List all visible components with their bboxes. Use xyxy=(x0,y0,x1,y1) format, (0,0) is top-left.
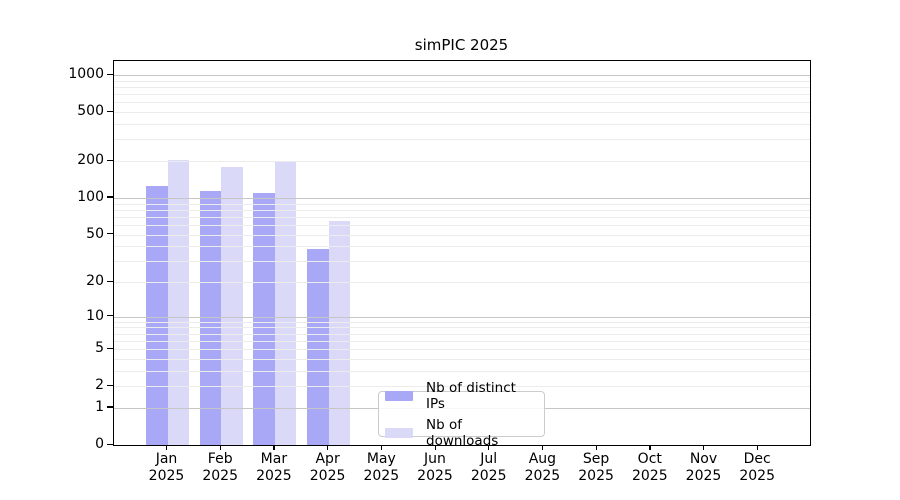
bar-downloads xyxy=(328,220,351,445)
y-tick-label: 5 xyxy=(95,340,104,357)
x-tick-label: May 2025 xyxy=(363,451,400,484)
y-tick-label: 200 xyxy=(77,152,104,168)
y-tick-mark xyxy=(107,406,113,408)
legend-entry-downloads: Nb of downloads xyxy=(385,417,538,449)
x-tick-mark xyxy=(595,445,597,450)
gridline-major xyxy=(114,75,810,76)
y-tick-label: 10 xyxy=(86,307,104,324)
bar-downloads xyxy=(221,166,243,445)
x-tick-mark xyxy=(434,445,436,450)
gridline-minor xyxy=(114,282,810,283)
gridline-minor xyxy=(114,112,810,114)
y-tick-label: 500 xyxy=(77,103,104,120)
gridline-minor xyxy=(114,102,810,104)
y-tick-mark xyxy=(107,159,113,161)
gridline-minor xyxy=(114,209,810,211)
gridline-minor xyxy=(114,87,810,88)
gridline-minor xyxy=(114,80,810,82)
bar-downloads xyxy=(167,159,189,445)
x-tick-mark xyxy=(166,445,168,450)
x-tick-label: Jan 2025 xyxy=(148,451,185,484)
gridline-minor xyxy=(114,321,810,323)
x-tick-label: Apr 2025 xyxy=(309,451,346,484)
y-tick-mark xyxy=(107,196,113,198)
y-tick-mark xyxy=(107,347,113,349)
x-tick-label: Jul 2025 xyxy=(470,451,507,484)
x-tick-label: Mar 2025 xyxy=(256,451,292,484)
x-tick-label: Nov 2025 xyxy=(685,451,722,484)
gridline-major xyxy=(114,197,810,199)
x-tick-label: Feb 2025 xyxy=(202,451,239,484)
x-tick-label: Dec 2025 xyxy=(739,451,776,484)
gridline-minor xyxy=(114,386,810,388)
gridline-minor xyxy=(114,246,810,248)
x-tick-mark xyxy=(273,445,275,450)
gridline-major xyxy=(114,316,810,318)
bar-distinct-ips xyxy=(307,248,329,445)
y-tick-label: 50 xyxy=(86,225,104,242)
bar-distinct-ips xyxy=(253,192,275,445)
bar-downloads xyxy=(274,161,297,445)
legend-swatch-distinct-ips xyxy=(385,390,413,401)
y-tick-label: 2 xyxy=(95,377,104,394)
y-tick-mark xyxy=(107,280,113,282)
legend-entry-distinct-ips: Nb of distinct IPs xyxy=(385,380,538,412)
y-tick-mark xyxy=(107,384,113,386)
gridline-minor xyxy=(114,340,810,342)
y-tick-label: 100 xyxy=(77,188,104,205)
x-tick-label: Oct 2025 xyxy=(631,451,668,484)
x-tick-mark xyxy=(756,445,758,450)
y-tick-mark xyxy=(107,315,113,317)
gridline-minor xyxy=(114,349,810,351)
gridline-minor xyxy=(114,216,810,218)
y-tick-label: 1 xyxy=(95,398,104,415)
gridline-minor xyxy=(114,234,810,236)
bar-distinct-ips xyxy=(146,186,168,445)
gridline-minor xyxy=(114,224,810,226)
y-tick-label: 0 xyxy=(95,436,104,452)
gridline-minor xyxy=(114,358,810,360)
gridline-minor xyxy=(114,261,810,263)
y-tick-mark xyxy=(107,110,113,112)
x-tick-mark xyxy=(380,445,383,450)
x-tick-mark xyxy=(219,445,221,450)
x-tick-label: Sep 2025 xyxy=(578,451,614,484)
y-tick-mark xyxy=(107,73,113,75)
x-tick-mark xyxy=(649,445,651,450)
bar-distinct-ips xyxy=(199,190,222,445)
gridline-minor xyxy=(114,333,810,335)
legend-label-downloads: Nb of downloads xyxy=(426,416,499,449)
x-tick-label: Jun 2025 xyxy=(417,451,453,484)
gridline-minor xyxy=(114,94,810,96)
gridline-minor xyxy=(114,124,810,125)
y-tick-label: 20 xyxy=(86,273,104,289)
gridline-minor xyxy=(114,327,810,329)
gridline-minor xyxy=(114,203,810,205)
x-tick-mark xyxy=(327,445,329,450)
legend: Nb of distinct IPs Nb of downloads xyxy=(378,380,545,449)
x-tick-mark xyxy=(541,445,544,450)
gridline-minor xyxy=(114,370,810,372)
legend-swatch-downloads xyxy=(385,427,413,438)
y-tick-label: 1000 xyxy=(68,66,104,82)
y-tick-mark xyxy=(107,233,113,235)
gridline-minor xyxy=(114,161,810,162)
x-tick-label: Aug 2025 xyxy=(524,451,561,484)
x-tick-mark xyxy=(703,445,705,450)
chart-title: simPIC 2025 xyxy=(414,36,509,54)
gridline-minor xyxy=(114,139,810,141)
legend-label-distinct-ips: Nb of distinct IPs xyxy=(426,379,516,412)
x-tick-mark xyxy=(488,445,490,450)
y-tick-mark xyxy=(107,443,113,445)
